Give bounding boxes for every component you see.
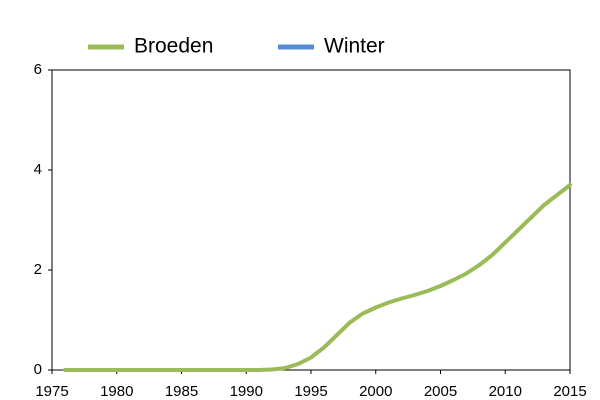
x-tick-label: 1980 [100,383,133,400]
x-tick-label: 2000 [359,383,392,400]
series-line [62,183,572,372]
x-tick-label: 1975 [35,383,68,400]
y-tick-label: 0 [34,361,42,378]
plot-frame [51,69,571,371]
x-tick-label: 1990 [230,383,263,400]
y-tick-label: 6 [34,61,42,78]
x-tick-label: 2005 [424,383,457,400]
x-tick-label: 1985 [165,383,198,400]
legend-label: Winter [324,35,385,58]
x-tick-label: 2010 [489,383,522,400]
y-tick-label: 2 [34,261,42,278]
legend-label: Broeden [134,35,213,58]
y-tick-label: 4 [34,161,42,178]
x-tick-label: 2015 [553,383,586,400]
x-tick-label: 1995 [294,383,327,400]
